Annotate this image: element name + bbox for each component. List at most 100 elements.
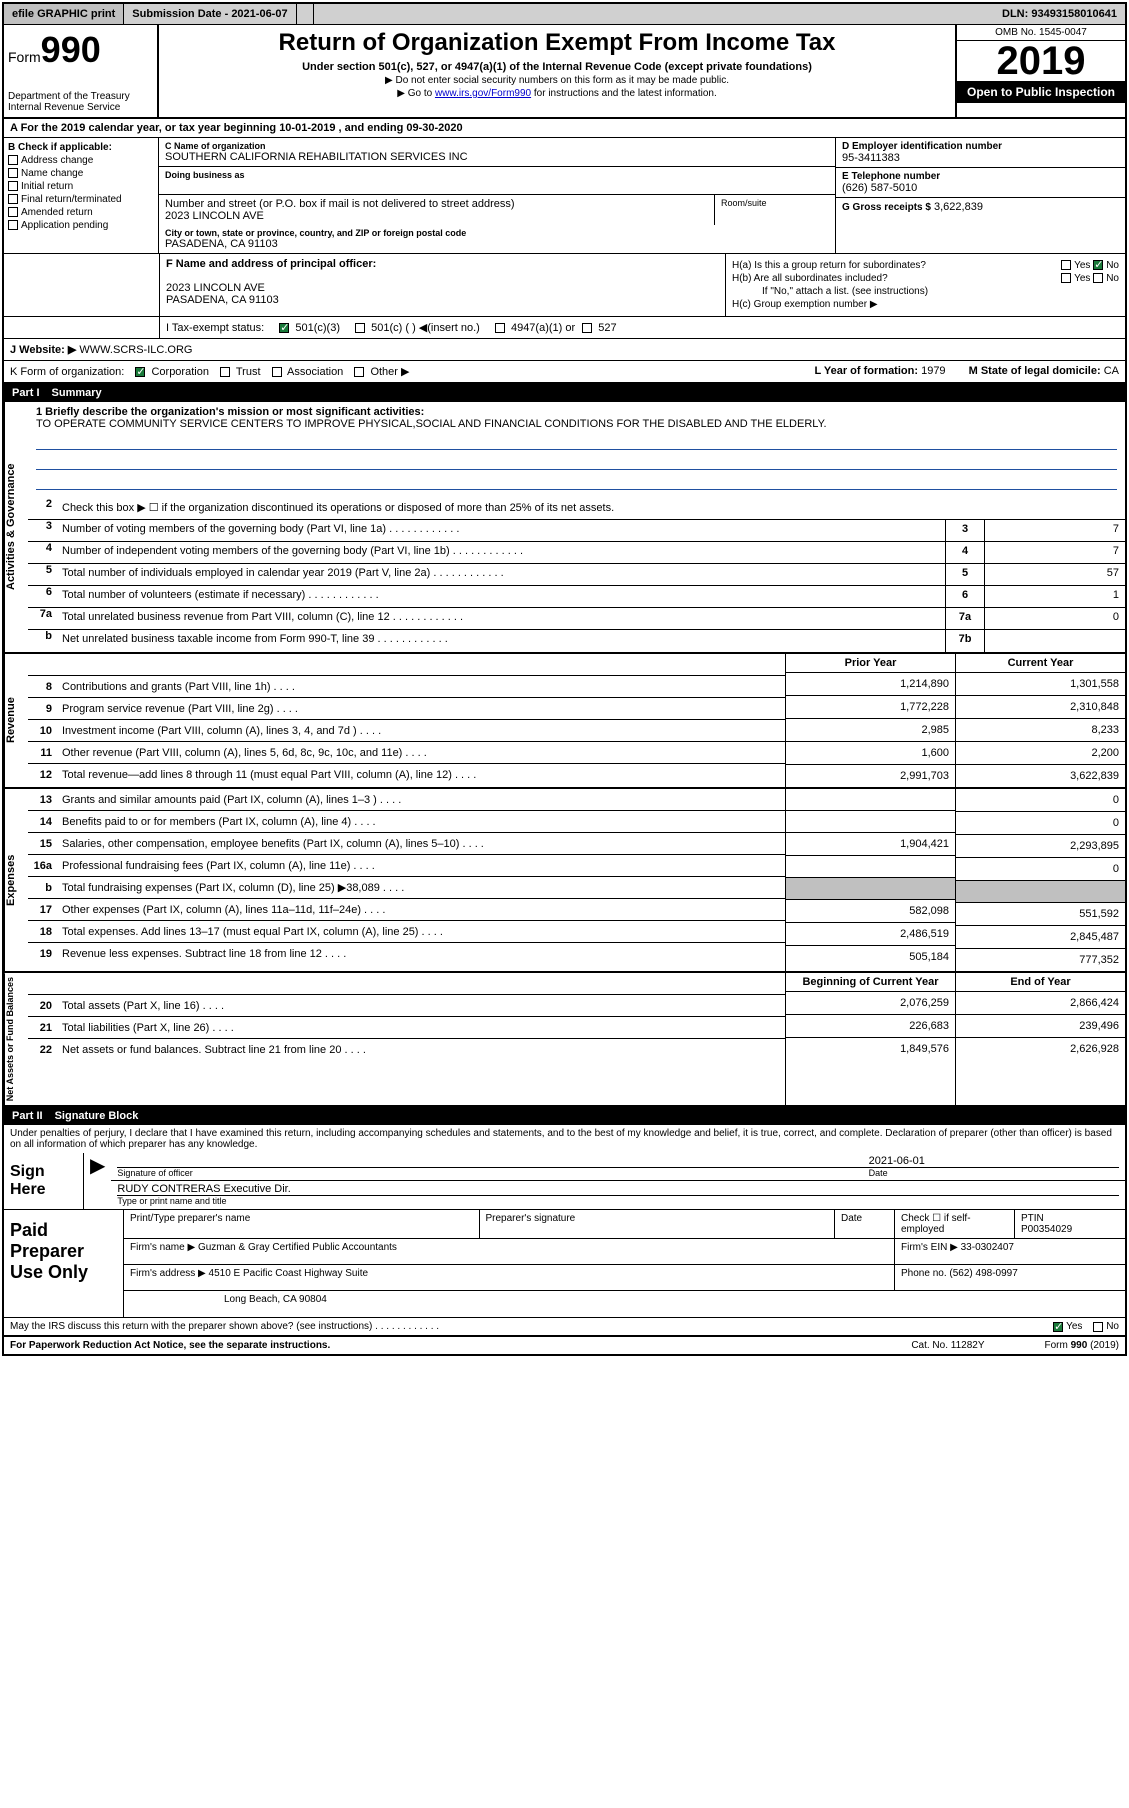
signature-section: Under penalties of perjury, I declare th… bbox=[4, 1125, 1125, 1210]
chk-address-change[interactable] bbox=[8, 155, 18, 165]
chk-hb-no[interactable] bbox=[1093, 273, 1103, 283]
row-j: J Website: ▶ WWW.SCRS-ILC.ORG bbox=[4, 339, 1125, 361]
prior-cell: 2,076,259 bbox=[786, 992, 955, 1015]
chk-501c3[interactable] bbox=[279, 323, 289, 333]
footer: For Paperwork Reduction Act Notice, see … bbox=[4, 1337, 1125, 1354]
tax-year: 2019 bbox=[957, 41, 1125, 81]
side-label-rev: Revenue bbox=[4, 654, 28, 787]
current-cell: 3,622,839 bbox=[956, 765, 1125, 787]
chk-4947[interactable] bbox=[495, 323, 505, 333]
section-f: F Name and address of principal officer:… bbox=[159, 254, 725, 316]
current-cell: 8,233 bbox=[956, 719, 1125, 742]
line-item: 19Revenue less expenses. Subtract line 1… bbox=[28, 943, 785, 965]
sig-date: 2021-06-01 bbox=[869, 1155, 1119, 1167]
section-c: C Name of organization SOUTHERN CALIFORN… bbox=[159, 138, 835, 253]
current-cell bbox=[956, 881, 1125, 903]
paid-preparer-label: Paid Preparer Use Only bbox=[4, 1210, 124, 1317]
current-cell: 239,496 bbox=[956, 1015, 1125, 1038]
form-subtitle: Under section 501(c), 527, or 4947(a)(1)… bbox=[163, 61, 951, 73]
firm-name: Guzman & Gray Certified Public Accountan… bbox=[198, 1242, 397, 1253]
chk-name-change[interactable] bbox=[8, 168, 18, 178]
dept-treasury: Department of the Treasury Internal Reve… bbox=[8, 91, 153, 113]
chk-discuss-yes[interactable] bbox=[1053, 1322, 1063, 1332]
chk-association[interactable] bbox=[272, 367, 282, 377]
chk-final-return[interactable] bbox=[8, 194, 18, 204]
current-cell: 2,293,895 bbox=[956, 835, 1125, 858]
irs-link[interactable]: www.irs.gov/Form990 bbox=[435, 88, 531, 99]
line-item: 18Total expenses. Add lines 13–17 (must … bbox=[28, 921, 785, 943]
irs-discuss-row: May the IRS discuss this return with the… bbox=[4, 1318, 1125, 1337]
firm-ein: 33-0302407 bbox=[961, 1242, 1014, 1253]
line-item: 13Grants and similar amounts paid (Part … bbox=[28, 789, 785, 811]
ssn-note: ▶ Do not enter social security numbers o… bbox=[163, 75, 951, 86]
prior-cell: 1,600 bbox=[786, 742, 955, 765]
line-3-val: 7 bbox=[985, 520, 1125, 541]
line-4-val: 7 bbox=[985, 542, 1125, 563]
form-title: Return of Organization Exempt From Incom… bbox=[163, 29, 951, 57]
form-number: Form990 bbox=[8, 29, 153, 71]
mission-text: TO OPERATE COMMUNITY SERVICE CENTERS TO … bbox=[36, 418, 1117, 430]
prior-cell bbox=[786, 789, 955, 811]
line-item: 17Other expenses (Part IX, column (A), l… bbox=[28, 899, 785, 921]
efile-button[interactable]: efile GRAPHIC print bbox=[4, 4, 124, 24]
line-item: 9Program service revenue (Part VIII, lin… bbox=[28, 698, 785, 720]
org-name: SOUTHERN CALIFORNIA REHABILITATION SERVI… bbox=[165, 151, 829, 163]
current-cell: 2,310,848 bbox=[956, 696, 1125, 719]
prior-cell: 2,985 bbox=[786, 719, 955, 742]
current-cell: 1,301,558 bbox=[956, 673, 1125, 696]
line-item: 20Total assets (Part X, line 16) . . . . bbox=[28, 995, 785, 1017]
chk-application-pending[interactable] bbox=[8, 220, 18, 230]
submission-date: Submission Date - 2021-06-07 bbox=[124, 4, 296, 24]
chk-other[interactable] bbox=[354, 367, 364, 377]
line-item: 12Total revenue—add lines 8 through 11 (… bbox=[28, 764, 785, 786]
line-item: 16aProfessional fundraising fees (Part I… bbox=[28, 855, 785, 877]
chk-501c[interactable] bbox=[355, 323, 365, 333]
chk-ha-yes[interactable] bbox=[1061, 260, 1071, 270]
current-cell: 0 bbox=[956, 812, 1125, 835]
top-bar: efile GRAPHIC print Submission Date - 20… bbox=[4, 4, 1125, 25]
prior-cell: 2,486,519 bbox=[786, 923, 955, 946]
current-cell: 2,866,424 bbox=[956, 992, 1125, 1015]
chk-corporation[interactable] bbox=[135, 367, 145, 377]
chk-discuss-no[interactable] bbox=[1093, 1322, 1103, 1332]
prior-year-header: Prior Year bbox=[786, 654, 955, 673]
row-i: I Tax-exempt status: 501(c)(3) 501(c) ( … bbox=[4, 317, 1125, 339]
line-item: 10Investment income (Part VIII, column (… bbox=[28, 720, 785, 742]
line-7a-val: 0 bbox=[985, 608, 1125, 629]
chk-initial-return[interactable] bbox=[8, 181, 18, 191]
ptin: P00354029 bbox=[1021, 1224, 1119, 1235]
begin-year-header: Beginning of Current Year bbox=[786, 973, 955, 992]
prior-cell: 1,214,890 bbox=[786, 673, 955, 696]
current-cell: 2,845,487 bbox=[956, 926, 1125, 949]
chk-amended-return[interactable] bbox=[8, 207, 18, 217]
form-990-container: efile GRAPHIC print Submission Date - 20… bbox=[2, 2, 1127, 1356]
chk-527[interactable] bbox=[582, 323, 592, 333]
current-cell: 0 bbox=[956, 858, 1125, 881]
year-formation: 1979 bbox=[921, 365, 945, 377]
line-5-val: 57 bbox=[985, 564, 1125, 585]
section-de: D Employer identification number 95-3411… bbox=[835, 138, 1125, 253]
website: WWW.SCRS-ILC.ORG bbox=[79, 344, 192, 356]
org-city: PASADENA, CA 91103 bbox=[165, 238, 829, 250]
room-suite-label: Room/suite bbox=[715, 195, 835, 225]
side-label-gov: Activities & Governance bbox=[4, 402, 28, 652]
dln: DLN: 93493158010641 bbox=[994, 4, 1125, 24]
prior-cell bbox=[786, 878, 955, 900]
prior-cell bbox=[786, 856, 955, 878]
prior-cell: 2,991,703 bbox=[786, 765, 955, 787]
line-7b-val bbox=[985, 630, 1125, 652]
firm-addr: 4510 E Pacific Coast Highway Suite bbox=[209, 1268, 369, 1279]
current-cell: 2,626,928 bbox=[956, 1038, 1125, 1060]
chk-trust[interactable] bbox=[220, 367, 230, 377]
expenses-section: Expenses 13Grants and similar amounts pa… bbox=[4, 789, 1125, 973]
end-year-header: End of Year bbox=[956, 973, 1125, 992]
preparer-section: Paid Preparer Use Only Print/Type prepar… bbox=[4, 1210, 1125, 1318]
chk-ha-no[interactable] bbox=[1093, 260, 1103, 270]
prior-cell: 1,772,228 bbox=[786, 696, 955, 719]
ein: 95-3411383 bbox=[842, 152, 1119, 164]
cat-no: Cat. No. 11282Y bbox=[911, 1340, 984, 1351]
section-fh: F Name and address of principal officer:… bbox=[4, 254, 1125, 317]
chk-hb-yes[interactable] bbox=[1061, 273, 1071, 283]
current-cell: 2,200 bbox=[956, 742, 1125, 765]
part-2-header: Part IISignature Block bbox=[4, 1107, 1125, 1125]
